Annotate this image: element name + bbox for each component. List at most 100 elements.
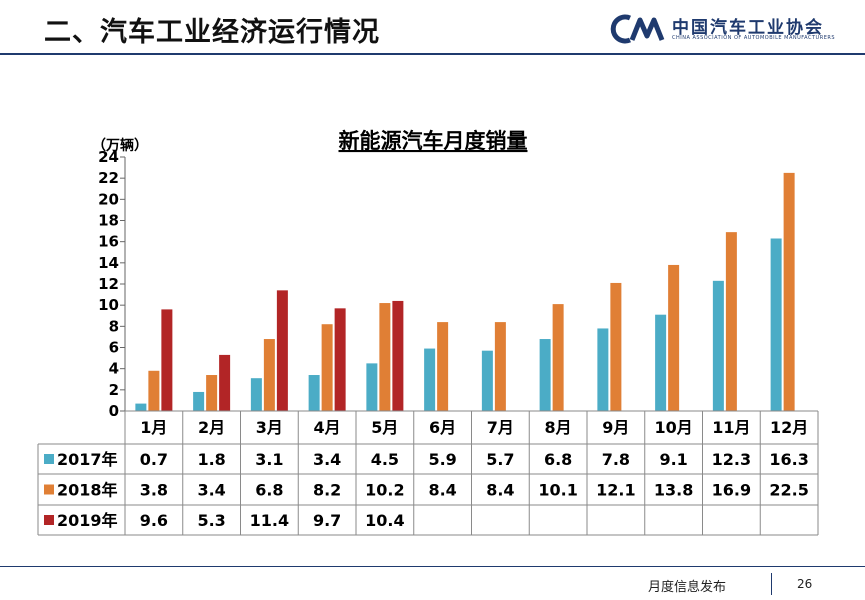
y-tick-label: 6 bbox=[109, 339, 119, 357]
logo-name-cn: 中国汽车工业协会 bbox=[672, 18, 824, 38]
bar-2019年-3月 bbox=[276, 290, 288, 411]
x-tick-label: 9月 bbox=[602, 418, 629, 437]
bar-2018年-5月 bbox=[379, 303, 391, 411]
bar-2019年-4月 bbox=[334, 308, 346, 411]
table-cell-value: 8.4 bbox=[428, 481, 456, 500]
table-cell-value: 12.3 bbox=[712, 450, 751, 469]
y-tick-label: 10 bbox=[98, 296, 119, 314]
x-tick-label: 10月 bbox=[654, 418, 692, 437]
y-tick-label: 24 bbox=[98, 148, 119, 166]
bar-2017年-6月 bbox=[424, 348, 436, 411]
table-cell-value: 9.6 bbox=[140, 511, 168, 530]
table-cell-value: 6.8 bbox=[255, 481, 283, 500]
y-tick-label: 16 bbox=[98, 233, 119, 251]
table-cell-value: 0.7 bbox=[140, 450, 168, 469]
bar-2018年-3月 bbox=[263, 339, 275, 411]
table-cell-value: 13.8 bbox=[654, 481, 693, 500]
page-title: 二、汽车工业经济运行情况 bbox=[44, 17, 380, 48]
table-cell-value: 16.9 bbox=[712, 481, 751, 500]
legend-swatch-2018年 bbox=[44, 484, 54, 495]
logo: 中国汽车工业协会 CHINA ASSOCIATION OF AUTOMOBILE… bbox=[610, 10, 835, 50]
x-tick-label: 12月 bbox=[770, 418, 808, 437]
table-cell-value: 10.2 bbox=[365, 481, 404, 500]
bar-2019年-5月 bbox=[392, 300, 404, 411]
table-cell-value: 9.7 bbox=[313, 511, 341, 530]
legend-swatch-2017年 bbox=[44, 454, 54, 464]
bar-2017年-9月 bbox=[597, 328, 609, 411]
x-tick-label: 3月 bbox=[256, 418, 283, 437]
table-cell-value: 3.4 bbox=[313, 450, 341, 469]
bar-2017年-10月 bbox=[655, 314, 667, 411]
y-tick-label: 20 bbox=[98, 190, 119, 208]
bar-2017年-12月 bbox=[770, 238, 782, 411]
caam-logo-icon bbox=[610, 14, 665, 44]
y-tick-label: 8 bbox=[109, 317, 119, 335]
bar-2018年-4月 bbox=[321, 324, 333, 411]
table-cell-value: 10.4 bbox=[365, 511, 404, 530]
bar-2018年-2月 bbox=[206, 375, 218, 411]
bar-2018年-12月 bbox=[783, 172, 795, 411]
x-tick-label: 1月 bbox=[140, 418, 167, 437]
footer-separator bbox=[771, 573, 772, 595]
x-tick-label: 2月 bbox=[198, 418, 225, 437]
y-tick-label: 22 bbox=[98, 169, 119, 187]
bar-2017年-2月 bbox=[193, 391, 205, 411]
header-rule bbox=[0, 53, 865, 55]
x-tick-label: 5月 bbox=[371, 418, 398, 437]
bar-2017年-4月 bbox=[308, 375, 320, 411]
bar-2018年-10月 bbox=[668, 264, 680, 411]
y-axis-unit: （万辆） bbox=[92, 137, 148, 154]
table-cell-value: 11.4 bbox=[250, 511, 289, 530]
footer-label: 月度信息发布 bbox=[648, 580, 727, 595]
table-cell-value: 8.4 bbox=[486, 481, 514, 500]
y-tick-label: 12 bbox=[98, 275, 119, 293]
footer-rule bbox=[0, 566, 865, 567]
bar-2019年-2月 bbox=[219, 354, 231, 411]
bar-2018年-8月 bbox=[552, 304, 564, 411]
x-tick-label: 6月 bbox=[429, 418, 456, 437]
bar-2018年-6月 bbox=[437, 322, 449, 411]
y-tick-label: 0 bbox=[109, 402, 119, 420]
table-cell-value: 16.3 bbox=[769, 450, 808, 469]
x-tick-label: 4月 bbox=[314, 418, 341, 437]
bar-2017年-5月 bbox=[366, 363, 378, 411]
table-cell-value: 9.1 bbox=[659, 450, 687, 469]
table-cell-value: 3.4 bbox=[197, 481, 225, 500]
bar-2017年-3月 bbox=[250, 378, 262, 411]
table-cell-value: 22.5 bbox=[769, 481, 808, 500]
bar-2017年-1月 bbox=[135, 403, 147, 411]
table-cell-value: 6.8 bbox=[544, 450, 572, 469]
table-cell-value: 3.1 bbox=[255, 450, 283, 469]
bar-2018年-9月 bbox=[610, 282, 622, 411]
table-cell-value: 7.8 bbox=[602, 450, 630, 469]
x-tick-label: 11月 bbox=[712, 418, 750, 437]
bar-2017年-8月 bbox=[539, 339, 551, 411]
logo-name-en: CHINA ASSOCIATION OF AUTOMOBILE MANUFACT… bbox=[672, 35, 836, 41]
table-cell-value: 5.3 bbox=[197, 511, 225, 530]
table-cell-value: 8.2 bbox=[313, 481, 341, 500]
page-number: 26 bbox=[797, 577, 813, 591]
legend-label: 2017年 bbox=[57, 450, 118, 469]
y-tick-label: 18 bbox=[98, 212, 119, 230]
y-tick-label: 2 bbox=[109, 381, 119, 399]
x-tick-label: 7月 bbox=[487, 418, 514, 437]
y-tick-label: 14 bbox=[98, 254, 119, 272]
bar-2018年-11月 bbox=[725, 232, 737, 411]
y-tick-label: 4 bbox=[109, 360, 119, 378]
bar-2018年-7月 bbox=[494, 322, 506, 411]
legend-label: 2019年 bbox=[57, 511, 118, 530]
legend-swatch-2019年 bbox=[44, 515, 54, 525]
x-tick-label: 8月 bbox=[545, 418, 572, 437]
table-cell-value: 5.7 bbox=[486, 450, 514, 469]
table-cell-value: 5.9 bbox=[428, 450, 456, 469]
bar-2017年-11月 bbox=[712, 280, 724, 411]
table-cell-value: 4.5 bbox=[371, 450, 399, 469]
table-cell-value: 12.1 bbox=[596, 481, 635, 500]
table-cell-value: 1.8 bbox=[197, 450, 225, 469]
bar-2019年-1月 bbox=[161, 309, 173, 411]
legend-label: 2018年 bbox=[57, 481, 118, 500]
bar-2017年-7月 bbox=[481, 350, 493, 411]
table-cell-value: 10.1 bbox=[538, 481, 577, 500]
chart-title: 新能源汽车月度销量 bbox=[339, 129, 528, 153]
